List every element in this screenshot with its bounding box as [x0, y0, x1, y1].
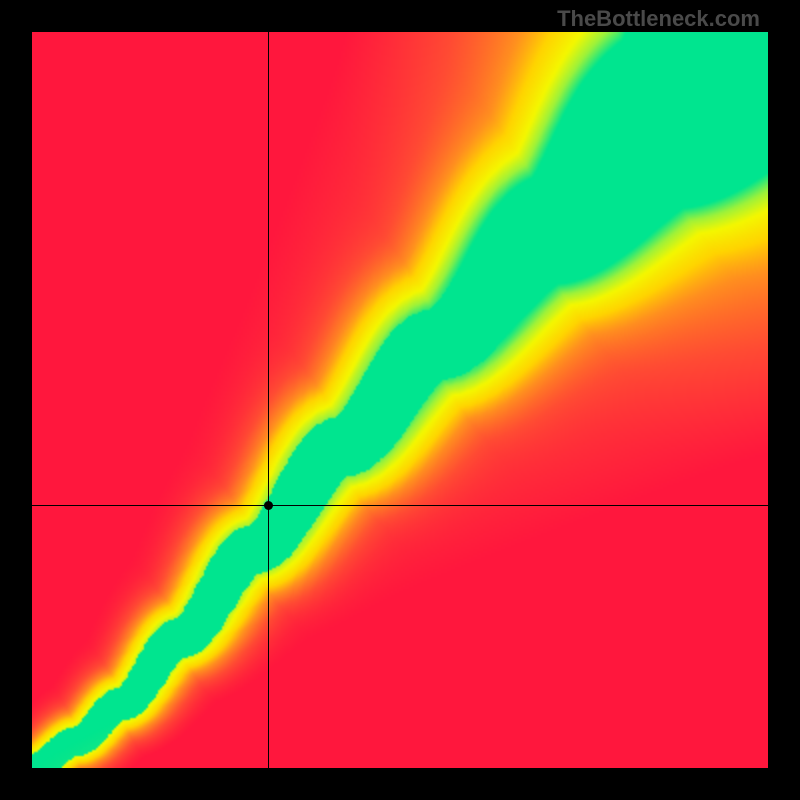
watermark: TheBottleneck.com [557, 6, 760, 32]
chart-frame: TheBottleneck.com [0, 0, 800, 800]
crosshair-vertical [268, 32, 269, 768]
heatmap-canvas [32, 32, 768, 768]
crosshair-horizontal [32, 505, 768, 506]
plot-area [32, 32, 768, 768]
